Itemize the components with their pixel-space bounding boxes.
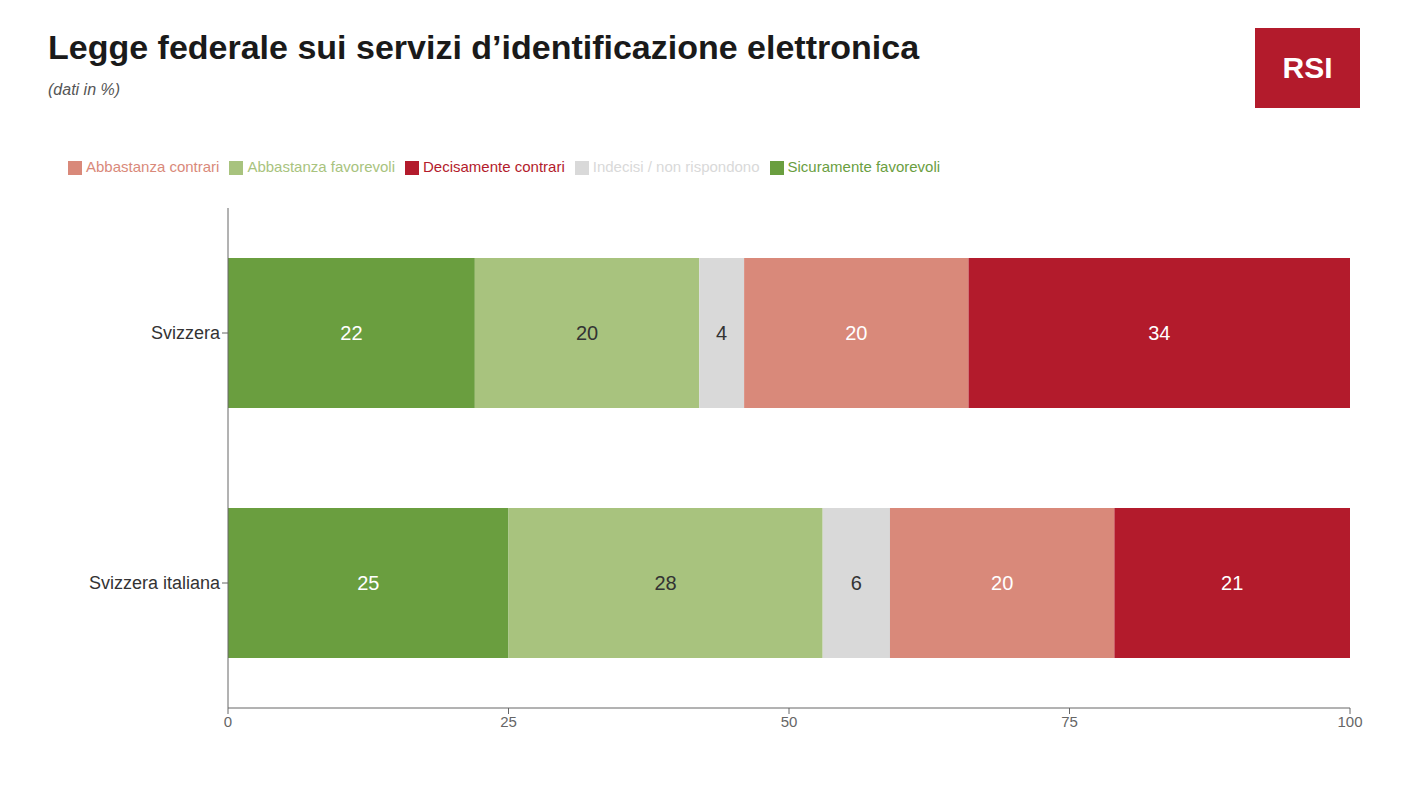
svg-text:75: 75 (1061, 713, 1078, 730)
svg-text:20: 20 (991, 572, 1013, 594)
svg-text:21: 21 (1221, 572, 1243, 594)
html-text:Legge federale sui servizi d’i: Legge federale sui servizi d’identificaz… (48, 28, 919, 66)
svg-text:4: 4 (716, 322, 727, 344)
html-text:(dati in %): (dati in %) (48, 81, 120, 98)
svg-text:0: 0 (224, 713, 232, 730)
svg-text:25: 25 (357, 572, 379, 594)
svg-text:Svizzera: Svizzera (151, 323, 221, 343)
svg-text:20: 20 (845, 322, 867, 344)
svg-text:100: 100 (1337, 713, 1362, 730)
html-text:Abbastanza contrari: Abbastanza contrari (86, 158, 220, 175)
svg-text:28: 28 (654, 572, 676, 594)
svg-text:6: 6 (851, 572, 862, 594)
html-text:RSI: RSI (1282, 51, 1333, 84)
html-text:Indecisi / non rispondono: Indecisi / non rispondono (592, 158, 760, 175)
svg-text:50: 50 (781, 713, 798, 730)
html-text:Sicuramente favorevoli: Sicuramente favorevoli (787, 158, 941, 175)
html-text:Decisamente contrari: Decisamente contrari (423, 158, 565, 175)
svg-text:20: 20 (576, 322, 598, 344)
html-text:Abbastanza favorevoli: Abbastanza favorevoli (247, 158, 395, 175)
svg-text:25: 25 (500, 713, 517, 730)
svg-text:Svizzera italiana: Svizzera italiana (89, 573, 221, 593)
svg-text:22: 22 (340, 322, 362, 344)
svg-text:34: 34 (1148, 322, 1170, 344)
